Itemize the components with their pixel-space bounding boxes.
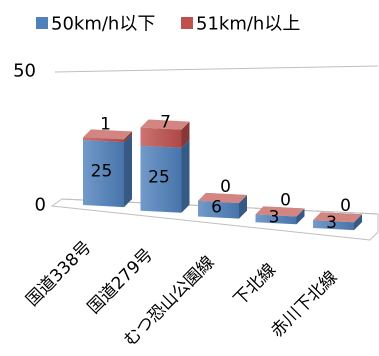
bar-front-face [198, 200, 239, 219]
legend-label-1: 51km/h以上 [196, 14, 300, 35]
bar-side-face [239, 195, 247, 219]
bar-front-face [83, 140, 124, 208]
bar-top-face [255, 206, 305, 217]
data-label: 25 [91, 162, 113, 182]
bar-3 [255, 206, 305, 225]
category-label: 下北線 [230, 260, 280, 310]
legend-label-0: 50km/h以下 [51, 14, 155, 35]
bar-front-face [140, 145, 182, 213]
data-label: 3 [269, 207, 280, 227]
bar-segment [83, 129, 132, 143]
bar-front-face [255, 214, 297, 225]
legend-swatch-1 [181, 17, 193, 29]
legend: 50km/h以下 51km/h以上 [36, 14, 300, 35]
value-axis-labels: 0 50 [13, 61, 46, 216]
bar-side-face [124, 134, 132, 208]
legend-swatch-0 [36, 17, 48, 29]
bar-side-face [296, 208, 305, 225]
data-label: 1 [100, 115, 111, 135]
bar-front-face [140, 127, 182, 148]
data-label: 25 [148, 167, 170, 187]
bar-side-face [124, 131, 132, 143]
bar-0 [83, 129, 132, 208]
category-label: 国道279号 [84, 245, 157, 318]
bar-top-face [198, 192, 247, 203]
category-label: 国道338号 [22, 237, 95, 310]
data-label: 0 [340, 196, 351, 216]
data-label: 0 [220, 177, 231, 197]
bar-segment [198, 192, 247, 203]
bar-segment [313, 212, 362, 223]
data-label: 3 [326, 213, 337, 233]
bar-side-face [181, 139, 190, 213]
chart-floor [50, 198, 379, 241]
data-label: 6 [211, 198, 222, 218]
bar-top-face [83, 129, 132, 140]
bar-side-face [181, 121, 190, 148]
gridline [54, 65, 379, 73]
bar-top-face [140, 119, 190, 130]
bar-segment [255, 206, 305, 217]
data-label: 7 [160, 113, 171, 133]
bar-top-face [313, 212, 362, 223]
bar-side-face [354, 214, 362, 231]
bar-2 [198, 192, 247, 219]
bar-segment [140, 119, 190, 148]
y-tick-label: 50 [13, 61, 36, 82]
category-label: 赤川下北線 [267, 267, 341, 341]
bar-4 [313, 212, 362, 231]
bars [83, 119, 362, 231]
data-label: 0 [280, 190, 291, 210]
bar-front-face [83, 137, 124, 143]
bar-front-face [313, 220, 354, 231]
y-tick-label: 0 [35, 195, 46, 216]
bar-1 [140, 119, 190, 213]
